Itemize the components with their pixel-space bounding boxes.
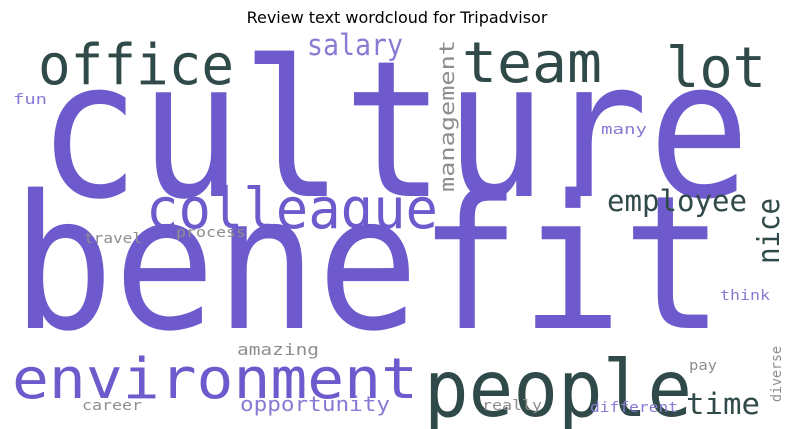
word-time: time — [686, 387, 760, 421]
word-employee: employee — [607, 184, 747, 218]
word-nice: nice — [752, 198, 787, 264]
word-travel: travel — [84, 231, 142, 247]
word-diverse: diverse — [769, 346, 785, 402]
word-career: career — [82, 398, 142, 414]
word-management: management — [435, 40, 459, 192]
word-opportunity: opportunity — [240, 392, 390, 416]
word-environment: environment — [12, 347, 418, 412]
word-team: team — [462, 31, 602, 96]
word-fun: fun — [13, 92, 47, 108]
chart-title: Review text wordcloud for Tripadvisor — [246, 8, 548, 27]
word-different: different — [590, 400, 678, 416]
word-colleague: colleague — [146, 177, 438, 242]
word-think: think — [720, 288, 771, 304]
word-amazing: amazing — [237, 340, 319, 359]
word-benefit: benefit — [12, 155, 724, 372]
word-really: really — [482, 398, 542, 414]
word-pay: pay — [689, 358, 717, 374]
word-office: office — [38, 33, 234, 98]
word-salary: salary — [307, 28, 403, 62]
word-people: people — [424, 345, 692, 429]
word-lot: lot — [666, 36, 766, 101]
word-many: many — [601, 122, 647, 138]
word-culture: culture — [38, 20, 750, 241]
word-process: process — [176, 225, 246, 241]
